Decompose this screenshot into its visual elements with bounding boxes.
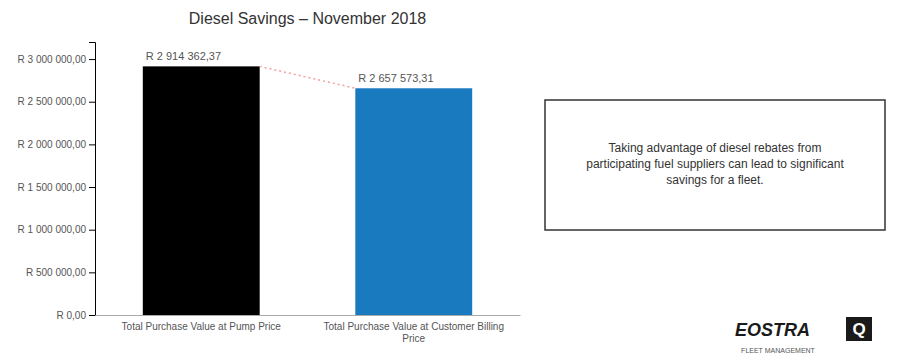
annotation: Taking advantage of diesel rebates fromp…	[545, 100, 885, 230]
data-label: R 2 657 573,31	[358, 72, 433, 84]
x-tick-label: Total Purchase Value at Pump Price	[122, 321, 282, 332]
title: Diesel Savings – November 2018	[189, 10, 427, 27]
logo-subtitle: FLEET MANAGEMENT	[741, 347, 815, 354]
y-tick-mark	[89, 315, 95, 316]
y-tick-label: R 3 000 000,00	[18, 54, 87, 65]
y-axis-line	[89, 43, 96, 316]
plot: R 0,00 R 500 000,00 R 1 000 000,00 R 1 500 …	[18, 43, 521, 345]
y-tick-mark	[89, 59, 95, 60]
y-tick-label: R 1 000 000,00	[18, 224, 87, 235]
x-tick-label: Total Purchase Value at Customer Billing…	[324, 321, 504, 344]
x-tick: Total Purchase Value at Pump Price	[122, 321, 282, 332]
logo-text: EOSTRA	[735, 320, 810, 340]
y-tick-mark	[89, 187, 95, 188]
bar	[143, 66, 260, 315]
chart: R 0,00 R 500 000,00 R 1 000 000,00 R 1 500 …	[0, 0, 900, 363]
y-tick-mark	[89, 102, 95, 103]
y-tick-label: R 500 000,00	[26, 267, 86, 278]
connector	[260, 66, 356, 88]
logo-letter: Q	[852, 320, 865, 339]
y-axis: R 0,00 R 500 000,00 R 1 000 000,00 R 1 500 …	[18, 43, 96, 321]
x-tick-label-line: Total Purchase Value at Pump Price	[122, 321, 282, 332]
y-tick-mark	[89, 272, 95, 273]
y-tick-label: R 2 000 000,00	[18, 139, 87, 150]
y-tick-label: R 0,00	[57, 310, 87, 321]
y-tick: R 500 000,00	[26, 267, 95, 278]
y-tick-label: R 2 500 000,00	[18, 96, 87, 107]
bar	[355, 88, 472, 315]
x-tick-label-line: Price	[402, 333, 425, 344]
x-axis: Total Purchase Value at Pump Price Total …	[96, 316, 521, 345]
x-tick-label-line: Total Purchase Value at Customer Billing	[324, 321, 504, 332]
y-tick: R 0,00	[57, 310, 95, 321]
logo-square	[846, 317, 872, 341]
x-tick: Total Purchase Value at Customer Billing…	[324, 321, 504, 344]
y-tick: R 1 000 000,00	[18, 224, 95, 235]
y-tick-mark	[89, 144, 95, 145]
annotation-line: participating fuel suppliers can lead to…	[586, 157, 844, 171]
y-tick: R 2 500 000,00	[18, 96, 95, 107]
marks	[143, 66, 472, 315]
y-tick-label: R 1 500 000,00	[18, 182, 87, 193]
annotation-text: Taking advantage of diesel rebates fromp…	[586, 142, 844, 187]
y-tick-mark	[89, 230, 95, 231]
logo: EOSTRA Q FLEET MANAGEMENT	[735, 317, 872, 354]
y-tick: R 1 500 000,00	[18, 182, 95, 193]
x-axis-line	[96, 315, 521, 316]
data-label: R 2 914 362,37	[146, 50, 221, 62]
annotation-box	[545, 100, 885, 230]
data-labels: R 2 914 362,37 R 2 657 573,31	[146, 50, 434, 84]
y-tick: R 3 000 000,00	[18, 54, 95, 65]
y-tick: R 2 000 000,00	[18, 139, 95, 150]
annotation-line: savings for a fleet.	[666, 173, 763, 187]
annotation-line: Taking advantage of diesel rebates from	[609, 142, 822, 156]
